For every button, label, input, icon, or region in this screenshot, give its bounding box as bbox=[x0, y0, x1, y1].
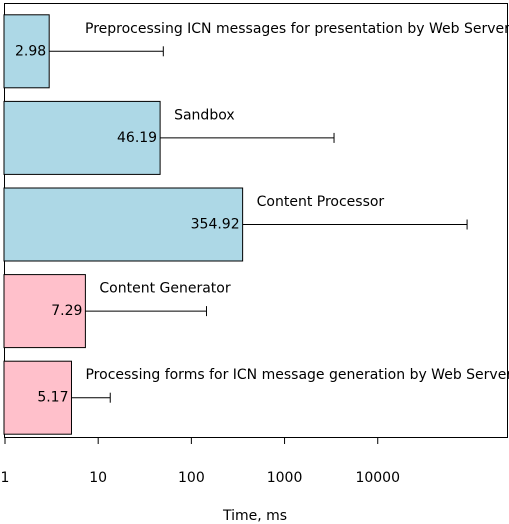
x-tick-label: 1 bbox=[1, 470, 10, 486]
category-label: Processing forms for ICN message generat… bbox=[85, 367, 509, 383]
category-label: Content Generator bbox=[99, 281, 230, 297]
category-label: Content Processor bbox=[257, 194, 385, 210]
value-label: 46.19 bbox=[117, 130, 157, 146]
value-label: 5.17 bbox=[37, 390, 68, 406]
value-label: 2.98 bbox=[15, 43, 46, 59]
x-tick-label: 10000 bbox=[355, 470, 400, 486]
value-label: 354.92 bbox=[191, 217, 240, 233]
category-label: Sandbox bbox=[174, 107, 235, 123]
bar bbox=[3, 100, 161, 175]
value-label: 7.29 bbox=[51, 303, 82, 319]
x-tick-label: 1000 bbox=[267, 470, 303, 486]
x-tick-label: 10 bbox=[89, 470, 107, 486]
bar bbox=[3, 187, 244, 262]
x-axis-title: Time, ms bbox=[222, 508, 287, 524]
bar bbox=[3, 360, 72, 435]
x-tick-label: 100 bbox=[178, 470, 205, 486]
category-label: Preprocessing ICN messages for presentat… bbox=[85, 21, 509, 37]
bar bbox=[3, 14, 50, 89]
